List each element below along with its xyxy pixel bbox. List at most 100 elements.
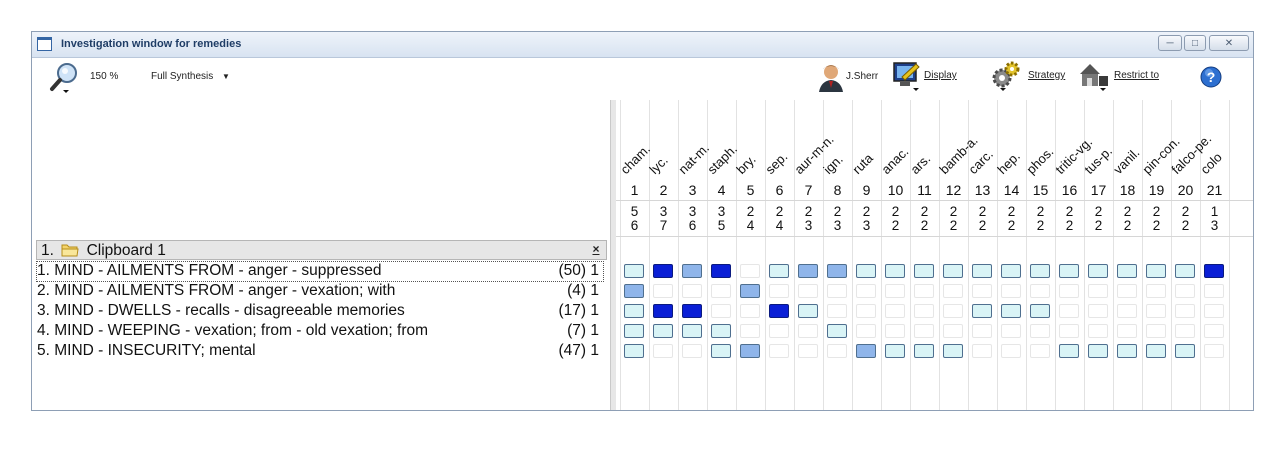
grade-cell[interactable] bbox=[769, 344, 789, 358]
grade-cell[interactable] bbox=[1030, 284, 1050, 298]
grade-cell[interactable] bbox=[798, 344, 818, 358]
grade-cell[interactable] bbox=[972, 344, 992, 358]
grade-cell[interactable] bbox=[1059, 284, 1079, 298]
grade-cell[interactable] bbox=[798, 324, 818, 338]
grade-cell[interactable] bbox=[682, 284, 702, 298]
remedy-name[interactable]: vanil. bbox=[1110, 144, 1143, 177]
grade-cell[interactable] bbox=[1146, 304, 1166, 318]
zoom-button[interactable] bbox=[49, 62, 89, 94]
grade-cell[interactable] bbox=[856, 304, 876, 318]
strategy-button[interactable]: Strategy bbox=[990, 60, 1070, 94]
grade-cell[interactable] bbox=[798, 264, 818, 278]
remedy-name[interactable]: cham. bbox=[617, 141, 654, 177]
grade-cell[interactable] bbox=[943, 284, 963, 298]
grade-cell[interactable] bbox=[682, 324, 702, 338]
rubric-row[interactable]: 2. MIND - AILMENTS FROM - anger - vexati… bbox=[37, 282, 603, 301]
rubric-row[interactable]: 4. MIND - WEEPING - vexation; from - old… bbox=[37, 322, 603, 341]
grade-cell[interactable] bbox=[653, 264, 673, 278]
grade-cell[interactable] bbox=[885, 304, 905, 318]
grade-cell[interactable] bbox=[943, 344, 963, 358]
maximize-button[interactable]: □ bbox=[1184, 35, 1206, 51]
grade-cell[interactable] bbox=[653, 324, 673, 338]
grade-cell[interactable] bbox=[914, 304, 934, 318]
grade-cell[interactable] bbox=[1204, 324, 1224, 338]
grade-cell[interactable] bbox=[1204, 284, 1224, 298]
grade-cell[interactable] bbox=[827, 304, 847, 318]
grade-cell[interactable] bbox=[943, 304, 963, 318]
remedy-name[interactable]: ign. bbox=[820, 151, 846, 177]
rubric-row[interactable]: 5. MIND - INSECURITY; mental (47) 1 bbox=[37, 342, 603, 361]
grade-cell[interactable] bbox=[914, 344, 934, 358]
grade-cell[interactable] bbox=[682, 264, 702, 278]
grade-cell[interactable] bbox=[1088, 344, 1108, 358]
grade-cell[interactable] bbox=[1175, 344, 1195, 358]
grade-cell[interactable] bbox=[1117, 304, 1137, 318]
minimize-button[interactable]: ─ bbox=[1158, 35, 1182, 51]
grade-cell[interactable] bbox=[1204, 304, 1224, 318]
grade-cell[interactable] bbox=[624, 284, 644, 298]
grade-cell[interactable] bbox=[856, 324, 876, 338]
grade-cell[interactable] bbox=[711, 344, 731, 358]
grade-cell[interactable] bbox=[624, 264, 644, 278]
grade-cell[interactable] bbox=[1059, 344, 1079, 358]
grade-cell[interactable] bbox=[1088, 304, 1108, 318]
grade-cell[interactable] bbox=[1030, 304, 1050, 318]
remedy-name[interactable]: lyc. bbox=[646, 152, 671, 177]
grade-cell[interactable] bbox=[1059, 264, 1079, 278]
grade-cell[interactable] bbox=[798, 304, 818, 318]
grade-cell[interactable] bbox=[740, 264, 760, 278]
grade-cell[interactable] bbox=[856, 344, 876, 358]
grade-cell[interactable] bbox=[1088, 324, 1108, 338]
grade-cell[interactable] bbox=[624, 324, 644, 338]
clipboard-header[interactable]: 1. Clipboard 1 × bbox=[36, 240, 607, 260]
grade-cell[interactable] bbox=[856, 264, 876, 278]
grade-cell[interactable] bbox=[1001, 304, 1021, 318]
help-button[interactable]: ? bbox=[1200, 66, 1222, 88]
grade-cell[interactable] bbox=[1175, 324, 1195, 338]
grade-cell[interactable] bbox=[769, 284, 789, 298]
grade-cell[interactable] bbox=[885, 284, 905, 298]
grade-cell[interactable] bbox=[740, 284, 760, 298]
grade-cell[interactable] bbox=[682, 304, 702, 318]
grade-cell[interactable] bbox=[1175, 284, 1195, 298]
grade-cell[interactable] bbox=[1030, 324, 1050, 338]
grade-cell[interactable] bbox=[769, 324, 789, 338]
grade-cell[interactable] bbox=[682, 344, 702, 358]
grade-cell[interactable] bbox=[827, 344, 847, 358]
grade-cell[interactable] bbox=[972, 264, 992, 278]
grade-cell[interactable] bbox=[1030, 344, 1050, 358]
grade-cell[interactable] bbox=[827, 324, 847, 338]
grade-cell[interactable] bbox=[914, 264, 934, 278]
grade-cell[interactable] bbox=[1146, 264, 1166, 278]
grade-cell[interactable] bbox=[1175, 304, 1195, 318]
grade-cell[interactable] bbox=[653, 304, 673, 318]
grade-cell[interactable] bbox=[711, 264, 731, 278]
grade-cell[interactable] bbox=[914, 284, 934, 298]
grade-cell[interactable] bbox=[798, 284, 818, 298]
remedy-name[interactable]: sep. bbox=[762, 149, 791, 177]
remedy-name[interactable]: bry. bbox=[733, 151, 759, 177]
grade-cell[interactable] bbox=[1001, 284, 1021, 298]
author-button[interactable]: J.Sherr bbox=[818, 62, 888, 94]
grade-cell[interactable] bbox=[1117, 344, 1137, 358]
rubric-row[interactable]: 3. MIND - DWELLS - recalls - disagreeabl… bbox=[37, 302, 603, 321]
restrict-button[interactable]: Restrict to bbox=[1077, 60, 1177, 94]
grade-cell[interactable] bbox=[1117, 324, 1137, 338]
grade-cell[interactable] bbox=[624, 304, 644, 318]
grade-cell[interactable] bbox=[1059, 324, 1079, 338]
grade-cell[interactable] bbox=[1146, 324, 1166, 338]
grade-cell[interactable] bbox=[1001, 344, 1021, 358]
grade-cell[interactable] bbox=[972, 284, 992, 298]
grade-cell[interactable] bbox=[885, 264, 905, 278]
grade-cell[interactable] bbox=[1204, 264, 1224, 278]
remedy-name[interactable]: phos. bbox=[1023, 143, 1057, 177]
grade-cell[interactable] bbox=[740, 324, 760, 338]
grade-cell[interactable] bbox=[1175, 264, 1195, 278]
grade-cell[interactable] bbox=[740, 344, 760, 358]
grade-cell[interactable] bbox=[769, 264, 789, 278]
grade-cell[interactable] bbox=[827, 264, 847, 278]
grade-cell[interactable] bbox=[1001, 324, 1021, 338]
grade-cell[interactable] bbox=[972, 304, 992, 318]
grade-cell[interactable] bbox=[827, 284, 847, 298]
grade-cell[interactable] bbox=[914, 324, 934, 338]
